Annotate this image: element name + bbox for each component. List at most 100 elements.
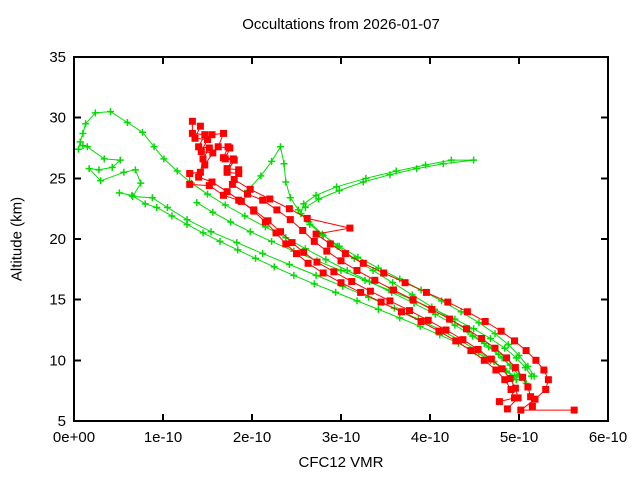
square-marker — [380, 269, 388, 277]
square-marker — [377, 298, 385, 306]
plus-marker — [527, 372, 535, 380]
square-marker — [507, 386, 515, 393]
plus-marker — [246, 228, 254, 236]
square-marker — [424, 316, 432, 324]
square-marker — [326, 240, 334, 248]
plus-marker — [106, 108, 114, 116]
square-marker — [273, 206, 281, 214]
plus-marker — [168, 212, 176, 220]
square-marker — [220, 129, 227, 137]
plus-marker — [153, 203, 161, 211]
plus-marker — [389, 279, 397, 287]
plus-marker — [204, 190, 211, 198]
plus-marker — [221, 201, 229, 209]
occultation-green-6 — [193, 199, 535, 380]
plus-marker — [137, 179, 145, 187]
square-marker — [514, 394, 522, 402]
square-marker — [303, 214, 311, 222]
plus-marker — [79, 142, 87, 150]
square-marker — [544, 376, 552, 384]
square-marker — [293, 250, 300, 258]
plus-marker — [374, 305, 382, 313]
plus-marker — [396, 314, 404, 322]
square-marker — [286, 216, 294, 224]
square-marker — [282, 240, 290, 248]
square-marker — [312, 230, 320, 238]
plus-marker — [312, 271, 320, 279]
square-marker — [435, 327, 443, 335]
square-marker — [442, 326, 450, 334]
plus-marker — [495, 350, 503, 358]
x-axis-label: CFC12 VMR — [298, 454, 384, 471]
square-marker — [277, 228, 284, 236]
square-marker — [409, 296, 417, 304]
plus-marker — [359, 178, 367, 186]
plus-marker — [160, 155, 168, 163]
square-marker — [209, 149, 217, 157]
plus-marker — [332, 288, 340, 296]
square-marker — [220, 191, 227, 199]
square-marker — [519, 373, 527, 381]
plus-marker — [501, 344, 509, 352]
plus-marker — [310, 280, 318, 288]
plus-marker — [216, 237, 224, 245]
plus-marker — [512, 376, 520, 384]
square-marker — [401, 279, 409, 287]
occultation-green-5 — [297, 156, 538, 380]
square-marker — [371, 276, 379, 284]
plus-marker — [129, 193, 137, 201]
plus-marker — [470, 156, 478, 164]
plus-marker — [97, 177, 105, 185]
y-tick-label: 5 — [58, 413, 66, 430]
square-marker — [201, 161, 209, 169]
plus-marker — [257, 172, 265, 180]
square-marker — [186, 170, 194, 177]
square-marker — [337, 279, 345, 287]
square-marker — [246, 185, 254, 193]
occultation-red-4 — [191, 122, 518, 406]
plus-marker — [413, 165, 421, 173]
square-marker — [310, 237, 318, 245]
square-marker — [524, 383, 532, 391]
plus-marker — [241, 212, 249, 220]
square-marker — [498, 365, 506, 373]
square-marker — [348, 278, 356, 285]
square-marker — [398, 308, 405, 316]
y-tick-label: 35 — [49, 49, 66, 66]
plus-marker — [286, 194, 294, 202]
square-marker — [463, 308, 471, 316]
plus-marker — [335, 186, 343, 194]
square-marker — [366, 287, 374, 295]
square-marker — [300, 248, 308, 256]
square-marker — [208, 178, 216, 186]
square-marker — [452, 337, 460, 345]
plus-marker — [306, 220, 314, 228]
square-marker — [208, 131, 216, 139]
square-marker — [195, 173, 203, 181]
square-marker — [532, 356, 540, 364]
chart-title: Occultations from 2026-01-07 — [242, 16, 440, 33]
square-marker — [186, 180, 194, 188]
plus-marker — [120, 168, 128, 176]
square-marker — [330, 268, 338, 276]
square-marker — [528, 402, 536, 410]
square-marker — [197, 148, 205, 156]
plus-marker — [115, 189, 123, 197]
x-tick-label: 1e-10 — [144, 429, 182, 446]
square-marker — [244, 190, 251, 198]
square-marker — [220, 154, 227, 162]
plus-marker — [233, 239, 241, 247]
plus-marker — [100, 155, 108, 163]
square-marker — [487, 355, 495, 363]
plus-marker — [183, 220, 191, 228]
square-marker — [511, 384, 519, 392]
plus-marker — [282, 178, 290, 186]
plus-marker — [79, 129, 87, 137]
plus-marker — [234, 246, 242, 254]
square-marker — [205, 144, 213, 152]
occultation-green-2 — [79, 142, 520, 384]
square-marker — [353, 267, 361, 274]
plus-marker — [335, 242, 343, 250]
x-tick-label: 3e-10 — [322, 429, 360, 446]
